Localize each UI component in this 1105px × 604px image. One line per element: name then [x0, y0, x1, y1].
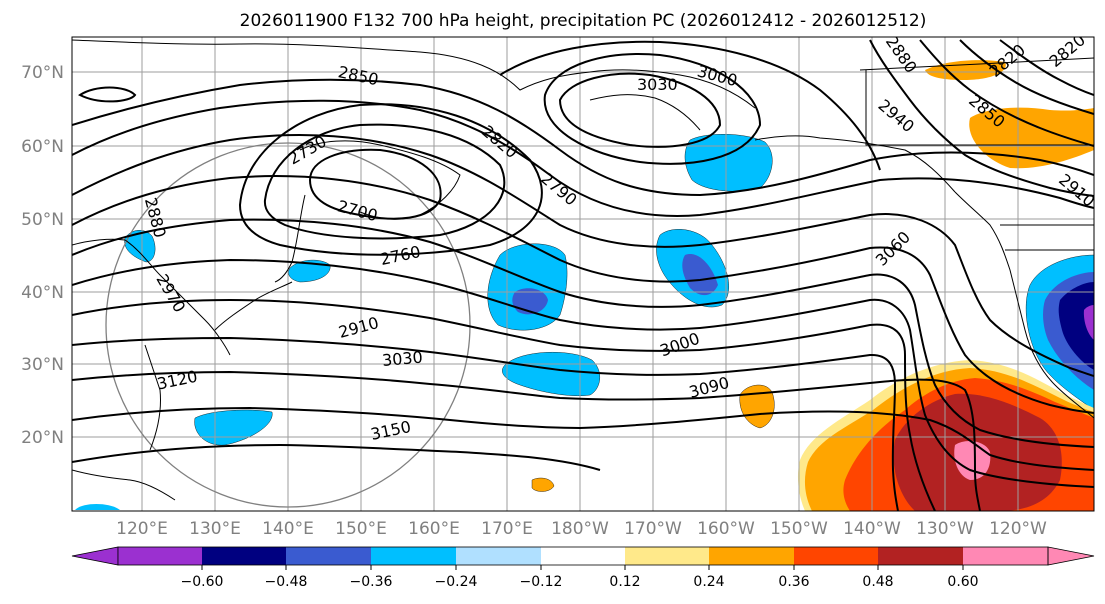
colorbar-bin [118, 547, 202, 565]
map-border [71, 36, 1095, 512]
lat-label: 60°N [21, 137, 64, 157]
colorbar-tick: 0.36 [778, 574, 809, 590]
colorbar-tick: −0.36 [350, 574, 393, 590]
contour-label: 3030 [637, 75, 678, 94]
colorbar-bin [371, 547, 456, 565]
colorbar: −0.60 −0.48 −0.36 −0.24 −0.12 0.12 0.24 … [71, 546, 1095, 590]
colorbar-bin [541, 547, 625, 565]
colorbar-extend-low [71, 546, 119, 566]
colorbar-bin [963, 547, 1048, 565]
colorbar-tick: −0.12 [520, 574, 563, 590]
height-contours [72, 39, 1094, 511]
lat-label: 20°N [21, 428, 64, 448]
colorbar-tick: −0.60 [181, 574, 224, 590]
lon-label: 120°W [989, 519, 1047, 539]
lon-label: 160°E [408, 519, 460, 539]
lon-label: 120°E [116, 519, 168, 539]
colorbar-bin [625, 547, 709, 565]
colorbar-tick: 0.12 [609, 574, 640, 590]
lon-label: 160°W [697, 519, 755, 539]
lon-label: 140°W [843, 519, 901, 539]
lon-label: 140°E [262, 519, 314, 539]
map-panel: 2850 3030 3000 2880 2820 2820 2730 2850 … [72, 37, 1094, 511]
colorbar-tick: 0.24 [693, 574, 724, 590]
lon-label: 170°W [624, 519, 682, 539]
latitude-labels: 70°N 60°N 50°N 40°N 30°N 20°N [21, 63, 64, 448]
lon-label: 170°E [481, 519, 533, 539]
contour-label: 3030 [381, 347, 423, 369]
lon-label: 130°E [189, 519, 241, 539]
colorbar-tick: −0.24 [435, 574, 478, 590]
lat-label: 30°N [21, 355, 64, 375]
lon-label: 130°W [916, 519, 974, 539]
precip-blob-subtropical [502, 352, 600, 396]
colorbar-extend-high [1047, 546, 1095, 566]
lon-label: 150°E [335, 519, 387, 539]
colorbar-bin [456, 547, 541, 565]
lat-label: 40°N [21, 283, 64, 303]
colorbar-bin [878, 547, 963, 565]
range-circle [105, 142, 471, 508]
colorbar-tick: 0.60 [947, 574, 978, 590]
colorbar-bin [709, 547, 794, 565]
precip-blob-west-pacific [487, 243, 568, 331]
gridlines [72, 37, 1094, 511]
colorbar-bin [202, 547, 286, 565]
colorbar-tick: −0.48 [265, 574, 308, 590]
lat-label: 70°N [21, 63, 64, 83]
longitude-labels: 120°E 130°E 140°E 150°E 160°E 170°E 180°… [116, 519, 1047, 539]
colorbar-bin [286, 547, 371, 565]
colorbar-bin [794, 547, 878, 565]
lon-label: 150°W [770, 519, 828, 539]
lat-label: 50°N [21, 210, 64, 230]
map-title: 2026011900 F132 700 hPa height, precipit… [240, 11, 927, 31]
coastlines [72, 39, 1094, 501]
colorbar-tick: 0.48 [862, 574, 893, 590]
lon-label: 180°W [551, 519, 609, 539]
